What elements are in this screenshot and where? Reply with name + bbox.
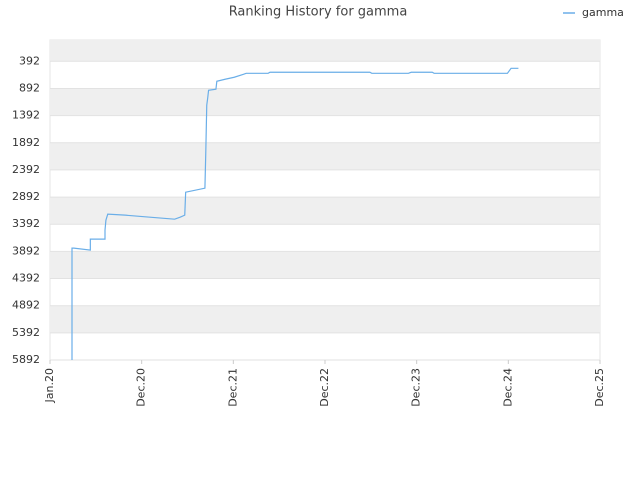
y-tick-label: 2892 bbox=[12, 190, 40, 203]
y-tick-label: 392 bbox=[19, 54, 40, 67]
grid-band bbox=[50, 251, 600, 279]
y-tick-label: 2392 bbox=[12, 163, 40, 176]
x-tick-label: Dec.24 bbox=[501, 368, 514, 407]
grid-band bbox=[50, 305, 600, 333]
x-tick-label: Jan.20 bbox=[43, 368, 56, 403]
chart-title: Ranking History for gamma bbox=[229, 5, 408, 20]
grid-band bbox=[50, 88, 600, 116]
y-tick-label: 1392 bbox=[12, 109, 40, 122]
y-tick-label: 892 bbox=[19, 81, 40, 94]
grid-band bbox=[50, 197, 600, 225]
y-tick-label: 4892 bbox=[12, 299, 40, 312]
x-tick-label: Dec.21 bbox=[226, 368, 239, 407]
x-tick-label: Dec.22 bbox=[318, 368, 331, 407]
y-tick-label: 5392 bbox=[12, 326, 40, 339]
grid-band bbox=[50, 142, 600, 170]
y-tick-label: 3892 bbox=[12, 244, 40, 257]
y-tick-label: 5892 bbox=[12, 353, 40, 366]
x-tick-label: Dec.23 bbox=[410, 368, 423, 407]
grid-band bbox=[50, 40, 600, 62]
series-line bbox=[71, 67, 519, 360]
x-tick-label: Dec.20 bbox=[135, 368, 148, 407]
x-tick-label: Dec.25 bbox=[593, 368, 606, 407]
y-tick-label: 3392 bbox=[12, 217, 40, 230]
y-tick-label: 1892 bbox=[12, 136, 40, 149]
legend-label: gamma bbox=[582, 6, 624, 19]
y-tick-label: 4392 bbox=[12, 272, 40, 285]
